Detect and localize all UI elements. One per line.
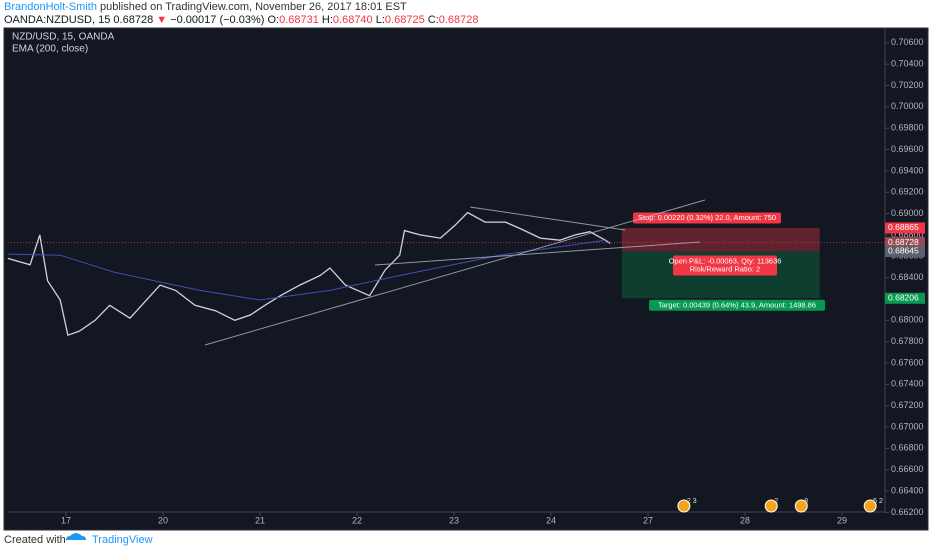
price-tag-label: 0.68206 (888, 293, 919, 303)
close: 0.68728 (439, 14, 479, 26)
x-tick-label: 22 (352, 515, 362, 525)
ema-line (7, 239, 606, 301)
y-tick-label: 0.67800 (891, 336, 924, 346)
y-tick-label: 0.70600 (891, 37, 924, 47)
price-line (7, 211, 611, 337)
published: published on TradingView.com, November 2… (100, 1, 407, 13)
open-label: O: (267, 14, 279, 26)
y-tick-label: 0.67400 (891, 379, 924, 389)
x-tick-label: 20 (158, 515, 168, 525)
ohlc-line: OANDA:NZDUSD, 15 0.68728 ▼ −0.00017 (−0.… (4, 14, 479, 26)
footer-created: Created with (4, 534, 66, 546)
x-tick-label: 17 (61, 515, 71, 525)
high: 0.68740 (333, 14, 373, 26)
event-badge (764, 499, 778, 513)
trendline (204, 199, 706, 346)
legend-series: EMA (200, close) (12, 44, 88, 55)
y-tick-label: 0.70400 (891, 59, 924, 69)
position-label-box (673, 255, 777, 276)
stop-zone (621, 227, 820, 252)
y-tick-label: 0.67000 (891, 421, 924, 431)
price-tag (885, 237, 925, 249)
price-tag-label: 0.68728 (888, 237, 919, 247)
close-label: C: (428, 14, 439, 26)
y-tick-label: 0.69000 (891, 208, 924, 218)
low: 0.68725 (385, 14, 425, 26)
y-tick-label: 0.66800 (891, 443, 924, 453)
price-tag-label: 0.68645 (888, 246, 919, 256)
arrow: ▼ (156, 14, 167, 26)
high-label: H: (322, 14, 333, 26)
x-tick-label: 24 (546, 515, 556, 525)
price-tag (885, 222, 925, 234)
plot: 0.66200 0.66400 0.66600 0.66800 0.67000 0.672… (7, 37, 925, 525)
target-label: Target: 0.00439 (0.64%) 43.9, Amount: 14… (658, 300, 816, 309)
x-tick-label: 29 (837, 515, 847, 525)
trendline (374, 241, 701, 266)
stop-label: Stop: 0.00220 (0.32%) 22.0, Amount: 750 (638, 213, 776, 222)
y-tick-label: 0.67200 (891, 400, 924, 410)
y-tick-label: 0.69800 (891, 123, 924, 133)
event-badge (863, 499, 877, 513)
header-line: BrandonHolt-Smith published on TradingVi… (4, 1, 407, 13)
legend-series: NZD/USD, 15, OANDA (12, 32, 115, 43)
change: −0.00017 (−0.03%) (170, 14, 264, 26)
author[interactable]: BrandonHolt-Smith (4, 1, 97, 13)
event-label: 8 (804, 498, 808, 505)
y-tick-label: 0.70200 (891, 80, 924, 90)
y-tick-label: 0.69400 (891, 165, 924, 175)
last: 0.68728 (113, 14, 153, 26)
open: 0.68731 (279, 14, 319, 26)
x-tick-label: 28 (740, 515, 750, 525)
event-label: 5 2 (873, 498, 883, 505)
y-tick-label: 0.70000 (891, 101, 924, 111)
y-tick-label: 0.67600 (891, 357, 924, 367)
ratio-label: Risk/Reward Ratio: 2 (690, 264, 760, 273)
price-tag-label: 0.68865 (888, 222, 919, 232)
logo (66, 533, 86, 540)
chart-panel (3, 27, 929, 531)
low-label: L: (376, 14, 385, 26)
footer-brand[interactable]: TradingView (92, 534, 153, 546)
symbol: OANDA:NZDUSD, 15 (4, 14, 110, 26)
y-tick-label: 0.66600 (891, 464, 924, 474)
y-tick-label: 0.66200 (891, 507, 924, 517)
y-tick-label: 0.68000 (891, 315, 924, 325)
trendlines (204, 199, 706, 346)
pnl-label: Open P&L: -0.00063, Qty: 113636 (669, 256, 782, 265)
event-badge (677, 499, 691, 513)
event-label: 2 3 (687, 498, 697, 505)
trendline (469, 206, 626, 231)
price-tag (885, 292, 925, 304)
x-tick-label: 23 (449, 515, 459, 525)
x-tick-label: 27 (643, 515, 653, 525)
y-tick-label: 0.69200 (891, 187, 924, 197)
y-tick-label: 0.66400 (891, 485, 924, 495)
y-tick-label: 0.68800 (891, 229, 924, 239)
y-tick-label: 0.68400 (891, 272, 924, 282)
event-badge (794, 499, 808, 513)
y-tick-label: 0.69600 (891, 144, 924, 154)
position-label-box (649, 299, 825, 311)
x-tick-label: 21 (255, 515, 265, 525)
position-label-box (633, 212, 781, 224)
event-label: 2 (774, 498, 778, 505)
price-tag (885, 245, 925, 257)
